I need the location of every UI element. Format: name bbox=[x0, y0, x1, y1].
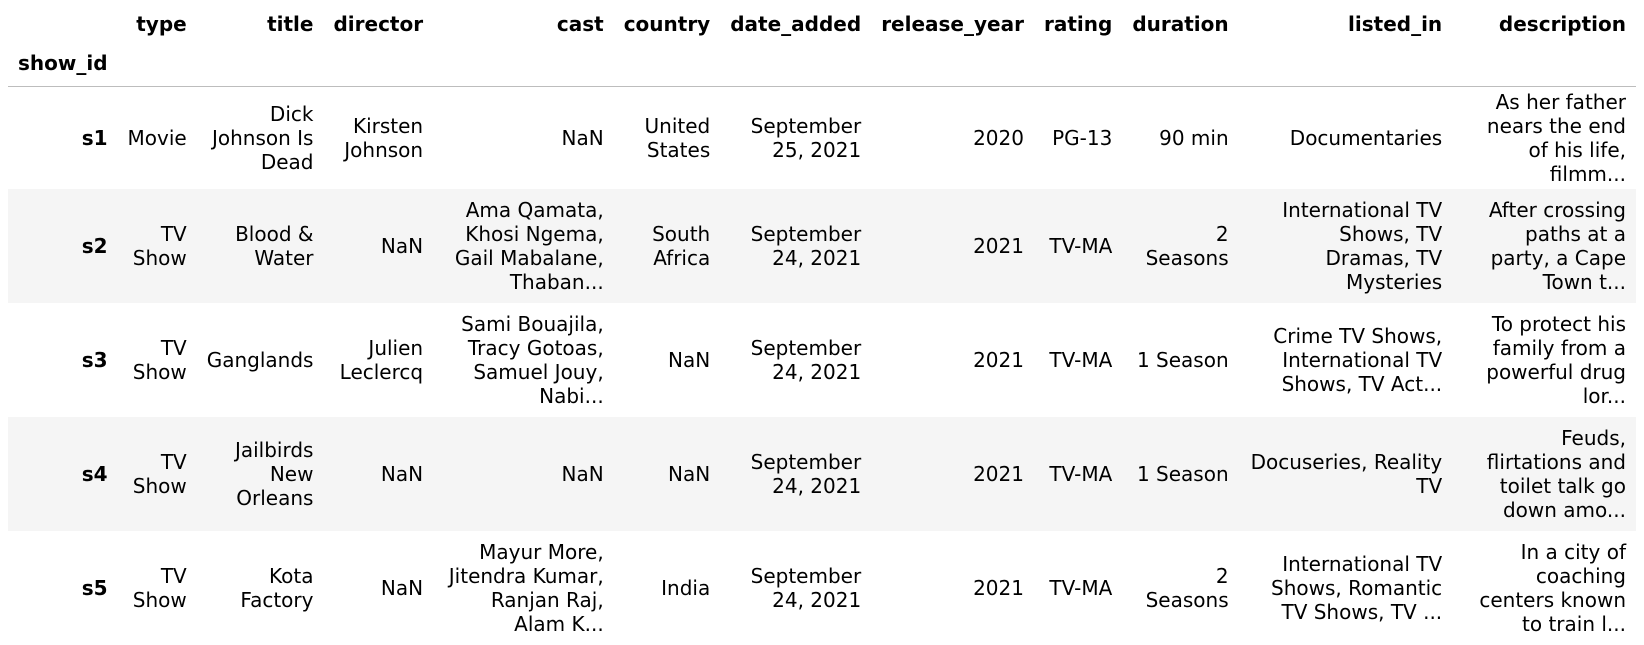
cell-type: TV Show bbox=[132, 449, 187, 498]
table-row: s4 TV Show Jailbirds New Orleans NaN NaN… bbox=[8, 416, 1636, 531]
cell-title: Jailbirds New Orleans bbox=[234, 437, 314, 510]
table-header: type title director cast country date_ad… bbox=[8, 0, 1636, 87]
cell-description: After crossing paths at a party, a Cape … bbox=[1488, 197, 1626, 294]
row-index-cell: s2 bbox=[81, 233, 108, 258]
cell-listed-in: Crime TV Shows, International TV Shows, … bbox=[1273, 323, 1443, 396]
cell-type: TV Show bbox=[132, 221, 187, 270]
cell-duration: 1 Season bbox=[1136, 347, 1229, 372]
row-index-cell: s3 bbox=[81, 347, 108, 372]
cell-date-added: September 24, 2021 bbox=[750, 335, 862, 384]
cell-listed-in: Docuseries, Reality TV bbox=[1250, 449, 1443, 498]
empty-header-cell bbox=[1452, 43, 1636, 87]
column-header-country: country bbox=[623, 11, 711, 36]
empty-header-cell bbox=[1122, 43, 1238, 87]
column-header-date-added: date_added bbox=[730, 11, 862, 36]
cell-date-added: September 25, 2021 bbox=[750, 113, 862, 162]
cell-director: Julien Leclercq bbox=[339, 335, 424, 384]
cell-date-added: September 24, 2021 bbox=[750, 221, 862, 270]
table-row: s5 TV Show Kota Factory NaN Mayur More, … bbox=[8, 531, 1636, 645]
cell-cast: Mayur More, Jitendra Kumar, Ranjan Raj, … bbox=[448, 539, 604, 636]
empty-header-cell bbox=[1239, 43, 1453, 87]
cell-director: NaN bbox=[380, 461, 424, 486]
cell-director: NaN bbox=[380, 233, 424, 258]
empty-header-cell bbox=[323, 43, 433, 87]
cell-listed-in: International TV Shows, Romantic TV Show… bbox=[1271, 551, 1443, 624]
cell-cast: Sami Bouajila, Tracy Gotoas, Samuel Jouy… bbox=[461, 311, 604, 408]
column-header-row: type title director cast country date_ad… bbox=[8, 0, 1636, 43]
table-row: s2 TV Show Blood & Water NaN Ama Qamata,… bbox=[8, 188, 1636, 303]
empty-header-cell bbox=[197, 43, 324, 87]
index-name-header: show_id bbox=[18, 50, 108, 75]
index-corner-cell bbox=[8, 0, 118, 43]
table-row: s3 TV Show Ganglands Julien Leclercq Sam… bbox=[8, 303, 1636, 417]
cell-cast: NaN bbox=[561, 125, 604, 150]
column-header-listed-in: listed_in bbox=[1348, 11, 1443, 36]
cell-rating: TV-MA bbox=[1049, 347, 1113, 372]
table-body: s1 Movie Dick Johnson Is Dead Kirsten Jo… bbox=[8, 87, 1636, 645]
cell-listed-in: International TV Shows, TV Dramas, TV My… bbox=[1282, 197, 1443, 294]
cell-type: TV Show bbox=[132, 335, 187, 384]
cell-rating: TV-MA bbox=[1049, 233, 1113, 258]
cell-cast: NaN bbox=[561, 461, 604, 486]
cell-cast: Ama Qamata, Khosi Ngema, Gail Mabalane, … bbox=[454, 197, 604, 294]
cell-release-year: 2021 bbox=[973, 461, 1024, 486]
cell-title: Dick Johnson Is Dead bbox=[211, 101, 314, 174]
column-header-rating: rating bbox=[1043, 11, 1113, 36]
row-index-cell: s4 bbox=[81, 461, 108, 486]
column-header-title: title bbox=[267, 11, 314, 36]
cell-description: As her father nears the end of his life,… bbox=[1486, 89, 1626, 186]
column-header-release-year: release_year bbox=[881, 11, 1024, 36]
cell-country: NaN bbox=[668, 461, 711, 486]
cell-title: Blood & Water bbox=[235, 221, 314, 270]
cell-title: Ganglands bbox=[206, 347, 314, 372]
cell-rating: PG-13 bbox=[1052, 125, 1113, 150]
cell-listed-in: Documentaries bbox=[1289, 125, 1443, 150]
column-header-director: director bbox=[333, 11, 424, 36]
column-header-type: type bbox=[136, 11, 187, 36]
index-header-row: show_id bbox=[8, 43, 1636, 87]
cell-release-year: 2020 bbox=[973, 125, 1024, 150]
cell-duration: 2 Seasons bbox=[1145, 221, 1229, 270]
table-row: s1 Movie Dick Johnson Is Dead Kirsten Jo… bbox=[8, 87, 1636, 189]
cell-release-year: 2021 bbox=[973, 347, 1024, 372]
row-index-cell: s5 bbox=[81, 575, 108, 600]
cell-duration: 90 min bbox=[1159, 125, 1229, 150]
empty-header-cell bbox=[118, 43, 197, 87]
empty-header-cell bbox=[720, 43, 871, 87]
cell-country: India bbox=[661, 575, 711, 600]
cell-country: NaN bbox=[668, 347, 711, 372]
row-index-cell: s1 bbox=[81, 125, 108, 150]
column-header-cast: cast bbox=[556, 11, 604, 36]
cell-date-added: September 24, 2021 bbox=[750, 563, 862, 612]
cell-description: In a city of coaching centers known to t… bbox=[1479, 539, 1626, 636]
cell-release-year: 2021 bbox=[973, 233, 1024, 258]
cell-type: Movie bbox=[127, 125, 187, 150]
cell-duration: 1 Season bbox=[1136, 461, 1229, 486]
cell-title: Kota Factory bbox=[240, 563, 314, 612]
empty-header-cell bbox=[871, 43, 1034, 87]
cell-country: United States bbox=[644, 113, 711, 162]
empty-header-cell bbox=[614, 43, 721, 87]
cell-duration: 2 Seasons bbox=[1145, 563, 1229, 612]
cell-type: TV Show bbox=[132, 563, 187, 612]
cell-date-added: September 24, 2021 bbox=[750, 449, 862, 498]
column-header-duration: duration bbox=[1132, 11, 1229, 36]
cell-description: Feuds, flirtations and toilet talk go do… bbox=[1486, 425, 1626, 522]
empty-header-cell bbox=[1034, 43, 1122, 87]
cell-rating: TV-MA bbox=[1049, 461, 1113, 486]
column-header-description: description bbox=[1498, 11, 1626, 36]
cell-description: To protect his family from a powerful dr… bbox=[1486, 311, 1626, 408]
cell-director: Kirsten Johnson bbox=[344, 113, 424, 162]
cell-country: South Africa bbox=[652, 221, 711, 270]
dataframe-table: type title director cast country date_ad… bbox=[8, 0, 1636, 645]
empty-header-cell bbox=[433, 43, 614, 87]
cell-director: NaN bbox=[380, 575, 424, 600]
cell-release-year: 2021 bbox=[973, 575, 1024, 600]
cell-rating: TV-MA bbox=[1049, 575, 1113, 600]
